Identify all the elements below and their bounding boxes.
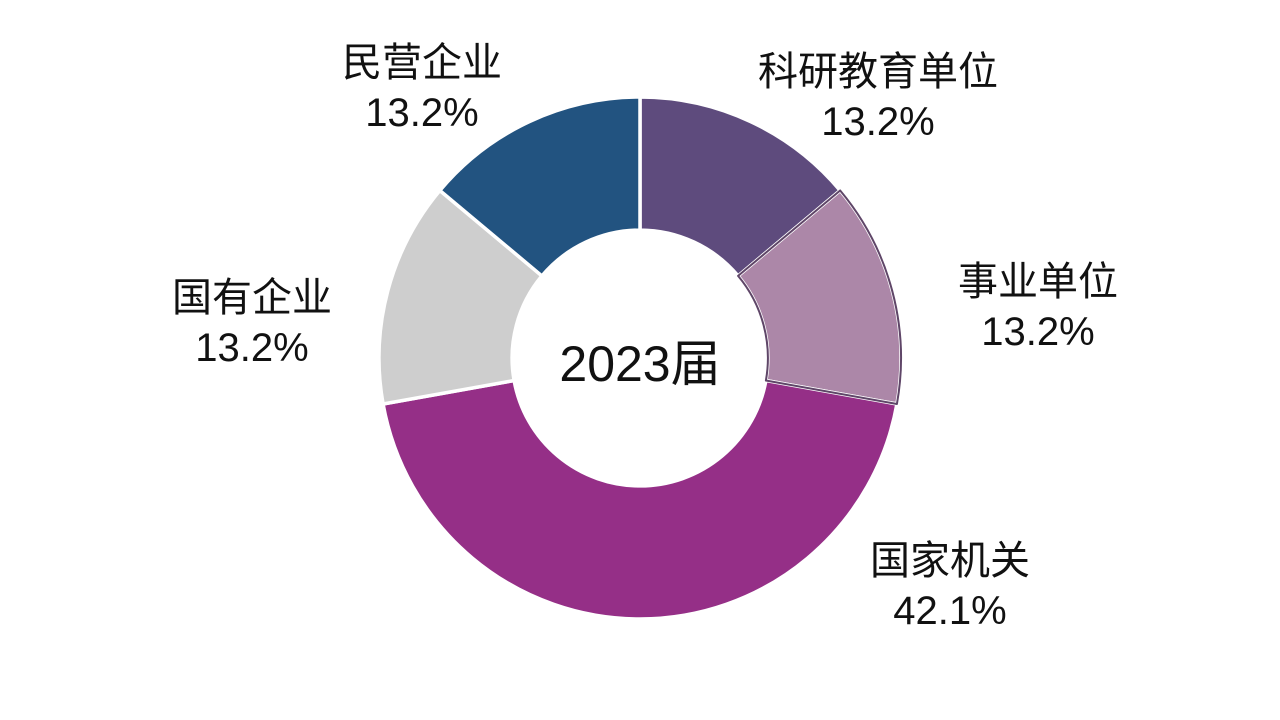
slice-category-label: 事业单位 bbox=[958, 260, 1118, 304]
slice-percent-label: 13.2% bbox=[821, 100, 935, 144]
pie-slice-private-enterprise bbox=[438, 95, 642, 278]
slice-label-government-agency: 国家机关 42.1% bbox=[870, 536, 1030, 636]
slice-category-label: 民营企业 bbox=[342, 41, 502, 85]
slice-category-label: 国有企业 bbox=[172, 276, 332, 320]
slice-percent-label: 13.2% bbox=[981, 310, 1095, 354]
slice-label-private-enterprise: 民营企业 13.2% bbox=[342, 38, 502, 138]
slice-label-public-institution: 事业单位 13.2% bbox=[958, 257, 1118, 357]
slice-percent-label: 13.2% bbox=[365, 91, 479, 135]
pie-slice-highlight-outline bbox=[737, 189, 902, 405]
pie-slice-government-agency bbox=[381, 378, 899, 621]
slice-label-research-education: 科研教育单位 13.2% bbox=[758, 47, 998, 147]
slice-category-label: 科研教育单位 bbox=[758, 50, 998, 94]
slice-category-label: 国家机关 bbox=[870, 539, 1030, 583]
slice-label-state-owned-enterprise: 国有企业 13.2% bbox=[172, 273, 332, 373]
slice-percent-label: 13.2% bbox=[195, 326, 309, 370]
slice-percent-label: 42.1% bbox=[893, 589, 1007, 633]
chart-center-year-label: 2023届 bbox=[559, 336, 721, 392]
